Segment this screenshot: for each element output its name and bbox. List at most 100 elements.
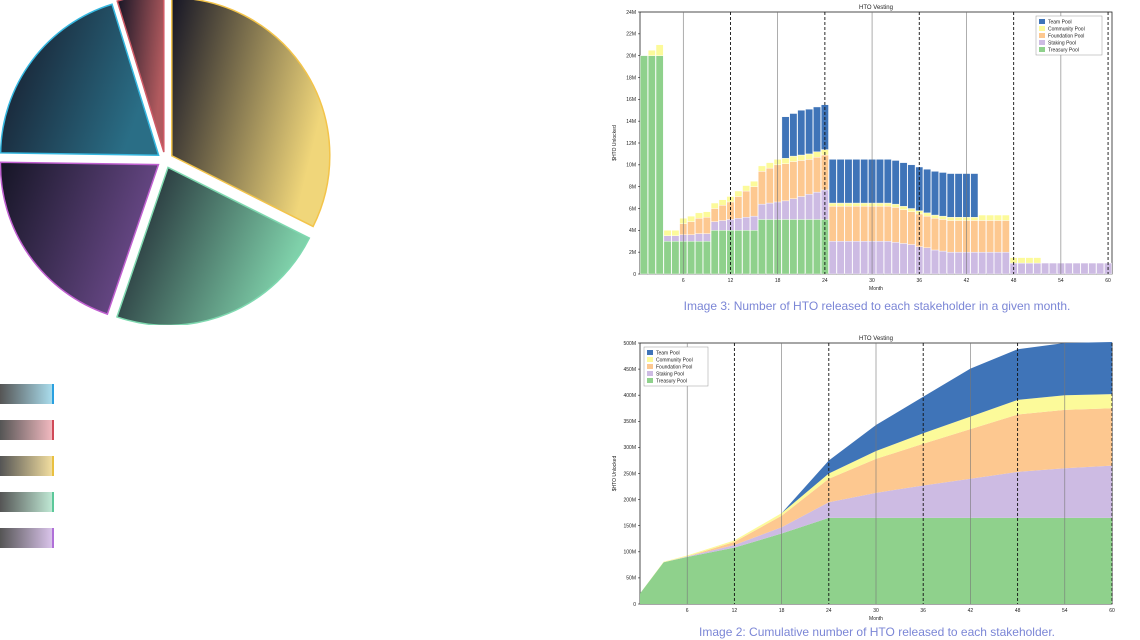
bar-segment — [806, 109, 813, 154]
bar-segment — [758, 204, 765, 219]
y-tick-label: 0 — [633, 272, 636, 278]
bar-segment — [861, 241, 868, 274]
bar-segment — [971, 221, 978, 253]
bar-segment — [798, 160, 805, 196]
bar-segment — [750, 230, 757, 274]
bar-segment — [766, 163, 773, 168]
bar-segment — [750, 216, 757, 230]
bar-segment — [1002, 221, 1009, 253]
bar-segment — [806, 154, 813, 159]
bar-segment — [908, 209, 915, 212]
bar-segment — [908, 245, 915, 274]
bar-segment — [743, 186, 750, 191]
legend-label: Foundation Pool — [1048, 33, 1084, 39]
bar-segment — [979, 252, 986, 274]
bar-segment — [790, 114, 797, 157]
y-tick-label: 22M — [626, 32, 636, 38]
x-tick-label: 60 — [1105, 278, 1111, 284]
bar-segment — [1089, 263, 1096, 274]
bar-segment — [979, 221, 986, 253]
bar-segment — [703, 217, 710, 233]
y-tick-label: 24M — [626, 10, 636, 16]
bar-segment — [845, 241, 852, 274]
bar-segment — [806, 219, 813, 274]
bar-segment — [979, 215, 986, 220]
legend-label: Community Pool — [656, 357, 693, 363]
bar-segment — [743, 217, 750, 230]
x-tick-label: 12 — [728, 278, 734, 284]
bar-segment — [971, 252, 978, 274]
bar-segment — [798, 196, 805, 219]
bar-segment — [837, 206, 844, 241]
bar-segment — [892, 204, 899, 207]
bar-segment — [853, 203, 860, 206]
x-tick-label: 48 — [1011, 278, 1017, 284]
bar-chart-caption: Image 3: Number of HTO released to each … — [684, 299, 1071, 313]
y-tick-label: 20M — [626, 53, 636, 59]
area-chart-caption: Image 2: Cumulative number of HTO releas… — [699, 625, 1055, 639]
bar-segment — [813, 219, 820, 274]
bar-segment — [939, 216, 946, 219]
bar-segment — [688, 235, 695, 242]
cumulative-vesting-figure: HTO Vesting Month $HTO Unlocked 0 50M 100M 150… — [606, 334, 1120, 622]
bar-segment — [672, 241, 679, 274]
bar-segment — [994, 252, 1001, 274]
bar-segment — [711, 230, 718, 274]
bar-segment — [672, 230, 679, 235]
bar-segment — [735, 196, 742, 218]
bar-segment — [829, 203, 836, 206]
bar-segment — [955, 217, 962, 220]
bar-segment — [829, 206, 836, 241]
bar-segment — [695, 241, 702, 274]
bar-segment — [758, 219, 765, 274]
bar-segment — [892, 242, 899, 274]
bar-segment — [695, 218, 702, 233]
bar-segment — [766, 219, 773, 274]
bar-segment — [1073, 263, 1080, 274]
legend-label: Community Pool — [1048, 26, 1085, 32]
bar-segment — [884, 206, 891, 241]
y-axis-label: $HTO Unlocked — [612, 456, 618, 492]
y-tick-label: 450M — [623, 367, 636, 373]
bar-segment — [900, 163, 907, 207]
bar-segment — [931, 215, 938, 218]
bar-segment — [908, 165, 915, 209]
bar-segment — [743, 191, 750, 217]
x-tick-label: 30 — [873, 608, 879, 614]
bar-segment — [703, 234, 710, 242]
bar-segment — [782, 117, 789, 158]
bar-segment — [688, 216, 695, 221]
bar-segment — [640, 56, 647, 274]
bar-segment — [695, 213, 702, 218]
bar-segment — [750, 181, 757, 186]
x-tick-label: 48 — [1015, 608, 1021, 614]
bar-segment — [766, 203, 773, 219]
bar-segment — [806, 159, 813, 194]
x-tick-label: 6 — [686, 608, 689, 614]
legend-label: Treasury Pool — [1048, 47, 1079, 53]
legend-swatch — [647, 378, 653, 383]
bar-segment — [798, 155, 805, 160]
bar-segment — [1081, 263, 1088, 274]
bar-segment — [790, 219, 797, 274]
bar-segment — [782, 164, 789, 201]
bar-segment — [1065, 263, 1072, 274]
bar-segment — [711, 209, 718, 222]
x-axis-label: Month — [869, 286, 883, 292]
bar-segment — [845, 206, 852, 241]
bar-segment — [955, 221, 962, 253]
bar-segment — [845, 203, 852, 206]
bar-segment — [1018, 263, 1025, 274]
legend-label: Staking Pool — [1048, 40, 1076, 46]
bar-segment — [758, 171, 765, 204]
bar-segment — [806, 194, 813, 219]
bar-segment — [853, 159, 860, 203]
bar-segment — [656, 56, 663, 274]
y-tick-label: 12M — [626, 141, 636, 147]
bar-segment — [813, 192, 820, 219]
bar-segment — [782, 219, 789, 274]
bar-segment — [1026, 258, 1033, 263]
legend-swatch — [0, 492, 54, 512]
x-tick-label: 54 — [1058, 278, 1064, 284]
legend-swatch — [1039, 33, 1045, 38]
